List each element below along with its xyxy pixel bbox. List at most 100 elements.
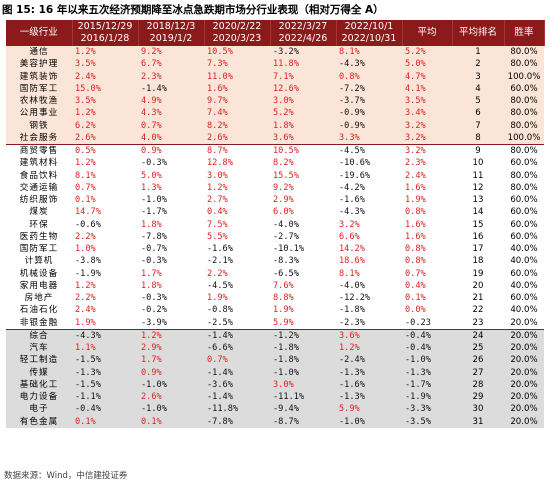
table-row: 美容护理 3.5% 6.7% 7.3% 11.8% -4.3% 5.0% 2 80.0%: [6, 58, 544, 71]
header-text-line: 2020/2/22: [212, 21, 262, 32]
period-value: 1.9%: [75, 317, 96, 328]
period-value: 7.6%: [273, 280, 294, 291]
table-row: 家用电器 1.2% 1.8% -4.5% 7.6% -4.0% 0.4% 20 40.0%: [6, 280, 544, 292]
win-rate: 40.0%: [510, 280, 538, 291]
period-value: 0.5%: [72, 144, 138, 158]
period-value: 2.9%: [273, 195, 294, 205]
table-row: 电力设备 -1.1% 2.6% -1.4% -11.1% -1.3% -1.9% 29 20.0…: [6, 391, 544, 404]
table-row: 钢铁 6.2% 0.7% 8.2% 1.8% -0.9% 3.2% 7 80.0%: [6, 119, 544, 132]
period-value: -1.7%: [141, 207, 167, 218]
period-value: -4.3%: [339, 207, 365, 218]
period-value: 1.7%: [138, 354, 204, 367]
win-rate: 80.0%: [504, 107, 544, 120]
win-rate: 100.0%: [504, 131, 544, 145]
period-value: -10.1%: [273, 244, 305, 254]
period-value: 8.1%: [75, 170, 96, 181]
period-value: -4.3%: [336, 58, 402, 71]
average-value: 3.2%: [402, 144, 452, 158]
period-value: 0.7%: [204, 354, 270, 367]
win-rate: 80.0%: [504, 58, 544, 71]
industry-name: 机械设备: [19, 268, 59, 279]
period-value: -4.3%: [72, 328, 138, 342]
industry-name: 非银金融: [19, 317, 59, 328]
header-text-line: 2015/12/29: [77, 21, 133, 32]
period-value: 1.6%: [204, 82, 270, 95]
figure-title: 图 15: 16 年以来五次经济预期降至冰点急跌期市场分行业表现（相对万得全 A…: [2, 4, 384, 16]
win-rate: 20.0%: [510, 317, 538, 328]
table-row: 综合 -4.3% 1.2% -1.4% -1.2% 3.6% -0.4% 24 20.0%: [6, 328, 544, 342]
industry-name: 家用电器: [19, 280, 59, 291]
industry-name: 综合: [6, 328, 72, 342]
header-text-line: 2022/3/27: [278, 21, 328, 32]
period-value: 1.9%: [273, 305, 294, 316]
period-value: 3.2%: [339, 219, 360, 230]
period-value: 1.2%: [207, 182, 228, 193]
average-rank: 16: [472, 231, 484, 242]
period-value: -3.2%: [270, 46, 336, 59]
average-rank: 26: [452, 354, 504, 367]
win-rate: 80.0%: [510, 182, 538, 193]
industry-name: 电子: [6, 403, 72, 416]
average-value: -0.23: [405, 317, 431, 328]
win-rate: 60.0%: [510, 158, 538, 169]
period-value: -7.8%: [204, 415, 270, 428]
period-value: -1.3%: [336, 391, 402, 404]
period-value: 14.7%: [75, 207, 101, 218]
table-row: 通信 1.2% 9.2% 10.5% -3.2% 8.1% 5.2% 1 80.0%: [6, 46, 544, 59]
average-rank: 27: [452, 366, 504, 379]
period-value: -4.0%: [339, 280, 365, 291]
table-row: 商贸零售 0.5% 0.9% 8.7% 10.5% -4.5% 3.2% 9 80.0%: [6, 144, 544, 158]
period-value: 8.7%: [204, 144, 270, 158]
period-value: -1.4%: [138, 82, 204, 95]
table-row: 国防军工 1.0% -0.7% -1.6% -10.1% 14.2% 0.8% 17 40.0%: [6, 243, 544, 255]
average-rank: 19: [472, 268, 484, 279]
win-rate: 40.0%: [510, 244, 538, 254]
period-value: -12.2%: [339, 293, 371, 303]
period-value: -0.3%: [141, 293, 167, 303]
period-value: -0.2%: [141, 305, 167, 316]
period-value: -1.8%: [270, 342, 336, 355]
period-value: -1.0%: [138, 403, 204, 416]
industry-name: 农林牧渔: [6, 95, 72, 108]
average-rank: 12: [472, 182, 484, 193]
industry-name: 建筑装饰: [6, 70, 72, 83]
average-value: -0.4%: [402, 328, 452, 342]
average-value: 5.2%: [402, 46, 452, 59]
header-period-2: 2018/12/3 2019/1/2: [138, 20, 205, 46]
period-value: -4.2%: [339, 182, 365, 193]
average-value: -1.0%: [402, 354, 452, 367]
period-value: 5.5%: [207, 231, 228, 242]
win-rate: 20.0%: [504, 354, 544, 367]
win-rate: 60.0%: [510, 293, 538, 303]
period-value: 3.0%: [270, 95, 336, 108]
average-value: 1.6%: [405, 231, 426, 242]
period-value: 6.6%: [339, 231, 360, 242]
period-value: -0.9%: [336, 107, 402, 120]
table-row: 纺织服饰 0.1% -1.0% 2.7% 2.9% -1.6% 1.9% 13 60.0%: [6, 194, 544, 206]
period-value: -1.0%: [141, 195, 167, 205]
period-value: -11.8%: [204, 403, 270, 416]
period-value: -2.4%: [336, 354, 402, 367]
period-value: -1.9%: [75, 268, 101, 279]
period-value: -1.6%: [336, 378, 402, 391]
win-rate: 20.0%: [504, 342, 544, 355]
period-value: 1.2%: [75, 158, 96, 169]
period-value: 9.2%: [138, 46, 204, 59]
win-rate: 80.0%: [504, 119, 544, 132]
average-rank: 23: [472, 317, 484, 328]
period-value: 2.7%: [207, 195, 228, 205]
period-value: 10.5%: [204, 46, 270, 59]
period-value: -1.4%: [204, 328, 270, 342]
win-rate: 80.0%: [504, 95, 544, 108]
period-value: 1.0%: [75, 244, 96, 254]
period-value: 1.2%: [138, 328, 204, 342]
period-value: -6.6%: [204, 342, 270, 355]
period-value: -8.3%: [273, 256, 299, 267]
period-value: 14.2%: [339, 244, 365, 254]
period-value: -1.4%: [204, 366, 270, 379]
win-rate: 60.0%: [510, 207, 538, 218]
table-row: 环保 -0.6% 1.8% 7.5% -4.0% 3.2% 1.6% 15 60.0%: [6, 219, 544, 231]
period-value: 5.0%: [141, 170, 162, 181]
win-rate: 20.0%: [504, 378, 544, 391]
average-rank: 14: [472, 207, 484, 218]
